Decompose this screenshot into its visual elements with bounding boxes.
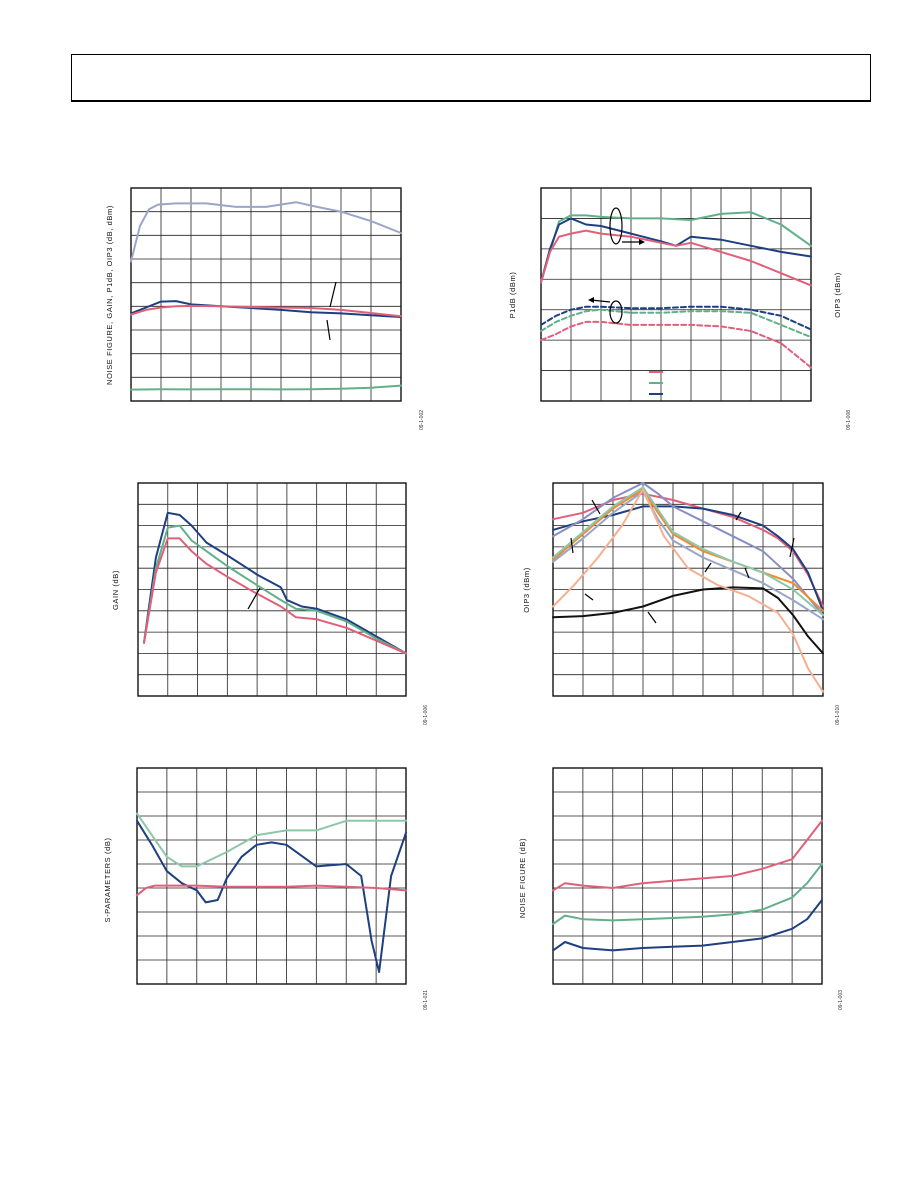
figure-4-number: 09-1-010 xyxy=(835,705,841,725)
fig4-series-peach-line xyxy=(552,488,824,693)
figure-4-annotation-arrow xyxy=(570,537,574,554)
figure-2-group-ellipse xyxy=(609,207,623,245)
page-header-box xyxy=(71,54,871,102)
fig4-series-lavender-line xyxy=(552,490,824,621)
figure-1-number: 09-1-002 xyxy=(419,410,425,430)
figure-6-ylabel: NOISE FIGURE (dB) xyxy=(518,838,527,918)
figure-4-curves xyxy=(552,482,824,693)
figure-2-curves xyxy=(540,211,812,369)
figure-2-panel: P1dB (dBm) OIP3 (dBm) 09-1-008 xyxy=(505,180,865,440)
figure-2-ylabel-left: P1dB (dBm) xyxy=(508,272,517,319)
fig4-series-orange-line xyxy=(552,488,824,612)
figure-3-annotation-arrow xyxy=(247,587,261,610)
fig2-series-green-dashed-line xyxy=(540,308,812,339)
figure-2-chart: P1dB (dBm) OIP3 (dBm) 09-1-008 xyxy=(508,187,852,430)
figure-4-annotation-arrow xyxy=(789,537,795,558)
figure-1-chart: NOISE FIGURE, GAIN, P1dB, OIP3 (dB, dBm)… xyxy=(105,187,425,430)
fig4-series-purple-line xyxy=(552,482,824,617)
fig4-series-seafoam-line xyxy=(552,486,824,617)
figure-5-ylabel: S-PARAMETERS (dB) xyxy=(103,837,112,922)
figure-4-annotation-arrow xyxy=(591,499,601,515)
figure-2-annotation-arrow xyxy=(590,299,611,303)
figure-4-annotation-arrow xyxy=(744,567,750,579)
figure-4-annotation-arrow xyxy=(735,511,742,521)
figure-4-annotation-arrow xyxy=(647,611,657,624)
figure-1-annotation-arrow xyxy=(326,319,331,341)
figure-4-annotation-arrow xyxy=(704,562,712,573)
figure-2-ylabel-right: OIP3 (dBm) xyxy=(833,272,842,318)
figure-3-ylabel: GAIN (dB) xyxy=(111,570,120,610)
figure-5-panel: S-PARAMETERS (dB) 09-1-021 xyxy=(100,760,440,1020)
figure-1-panel: NOISE FIGURE, GAIN, P1dB, OIP3 (dB, dBm)… xyxy=(100,180,440,440)
fig2-series-navy-dashed-line xyxy=(540,305,812,331)
fig3-series-green-line xyxy=(143,524,407,655)
fig2-series-red-dashed-line xyxy=(540,320,812,369)
fig5-series-navy-line xyxy=(136,819,407,973)
figure-2-number: 09-1-008 xyxy=(846,410,852,430)
figure-6-panel: NOISE FIGURE (dB) 09-1-003 xyxy=(515,760,865,1020)
figure-6-frame xyxy=(552,767,823,985)
figure-5-number: 09-1-021 xyxy=(423,990,429,1010)
figure-2-arrowhead xyxy=(588,297,594,303)
figure-4-ylabel: OIP3 (dBm) xyxy=(522,567,531,613)
figure-1-ylabel: NOISE FIGURE, GAIN, P1dB, OIP3 (dB, dBm) xyxy=(105,205,114,385)
figure-1-annotation-arrow xyxy=(329,281,337,308)
figure-1-curves xyxy=(130,201,402,391)
figure-5-chart: S-PARAMETERS (dB) 09-1-021 xyxy=(103,767,429,1010)
figure-5-grid xyxy=(137,768,406,984)
figure-6-number: 09-1-003 xyxy=(838,990,844,1010)
figure-6-curves xyxy=(552,819,823,952)
figure-3-curves xyxy=(143,511,407,655)
figure-4-annotation-arrow xyxy=(584,593,594,601)
fig4-series-black-line xyxy=(552,586,824,655)
fig6-series-green-line xyxy=(552,863,823,925)
figure-6-chart: NOISE FIGURE (dB) 09-1-003 xyxy=(518,767,844,1010)
fig6-series-red-line xyxy=(552,819,823,892)
figure-3-chart: GAIN (dB) 09-1-006 xyxy=(111,482,429,725)
fig2-series-navy-line xyxy=(540,217,812,284)
figure-6-grid xyxy=(553,768,822,984)
figure-3-panel: GAIN (dB) 09-1-006 xyxy=(100,475,440,735)
figure-5-frame xyxy=(136,767,407,985)
fig1-series-red-line xyxy=(130,304,402,318)
figure-4-panel: OIP3 (dBm) 09-1-010 xyxy=(515,475,865,735)
fig6-series-navy-line xyxy=(552,899,823,952)
fig2-series-red-line xyxy=(540,229,812,287)
fig3-series-navy-line xyxy=(143,511,407,655)
figure-5-curves xyxy=(136,812,407,973)
figure-3-grid xyxy=(138,483,406,696)
figure-2-frame xyxy=(540,187,812,402)
fig2-series-green-line xyxy=(540,211,812,284)
fig1-series-lavender-line xyxy=(130,201,402,263)
fig5-series-red-line xyxy=(136,884,407,897)
fig5-series-seafoam-line xyxy=(136,812,407,868)
fig1-series-green-line xyxy=(130,384,402,391)
figure-2-group-ellipse xyxy=(609,300,623,324)
fig3-series-red-line xyxy=(143,537,407,655)
figure-4-chart: OIP3 (dBm) 09-1-010 xyxy=(522,482,841,725)
figure-2-arrowhead xyxy=(639,239,645,245)
figure-3-number: 09-1-006 xyxy=(423,705,429,725)
figure-1-frame xyxy=(130,187,402,402)
